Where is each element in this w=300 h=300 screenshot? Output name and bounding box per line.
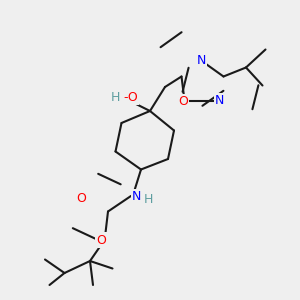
Text: N: N [215, 94, 225, 107]
Text: O: O [178, 95, 188, 109]
Text: H: H [111, 91, 120, 104]
Text: N: N [196, 53, 206, 67]
Text: O: O [97, 233, 106, 247]
Text: N: N [132, 190, 141, 203]
Text: -O: -O [123, 91, 138, 104]
Text: H: H [144, 193, 153, 206]
Text: O: O [77, 192, 86, 205]
